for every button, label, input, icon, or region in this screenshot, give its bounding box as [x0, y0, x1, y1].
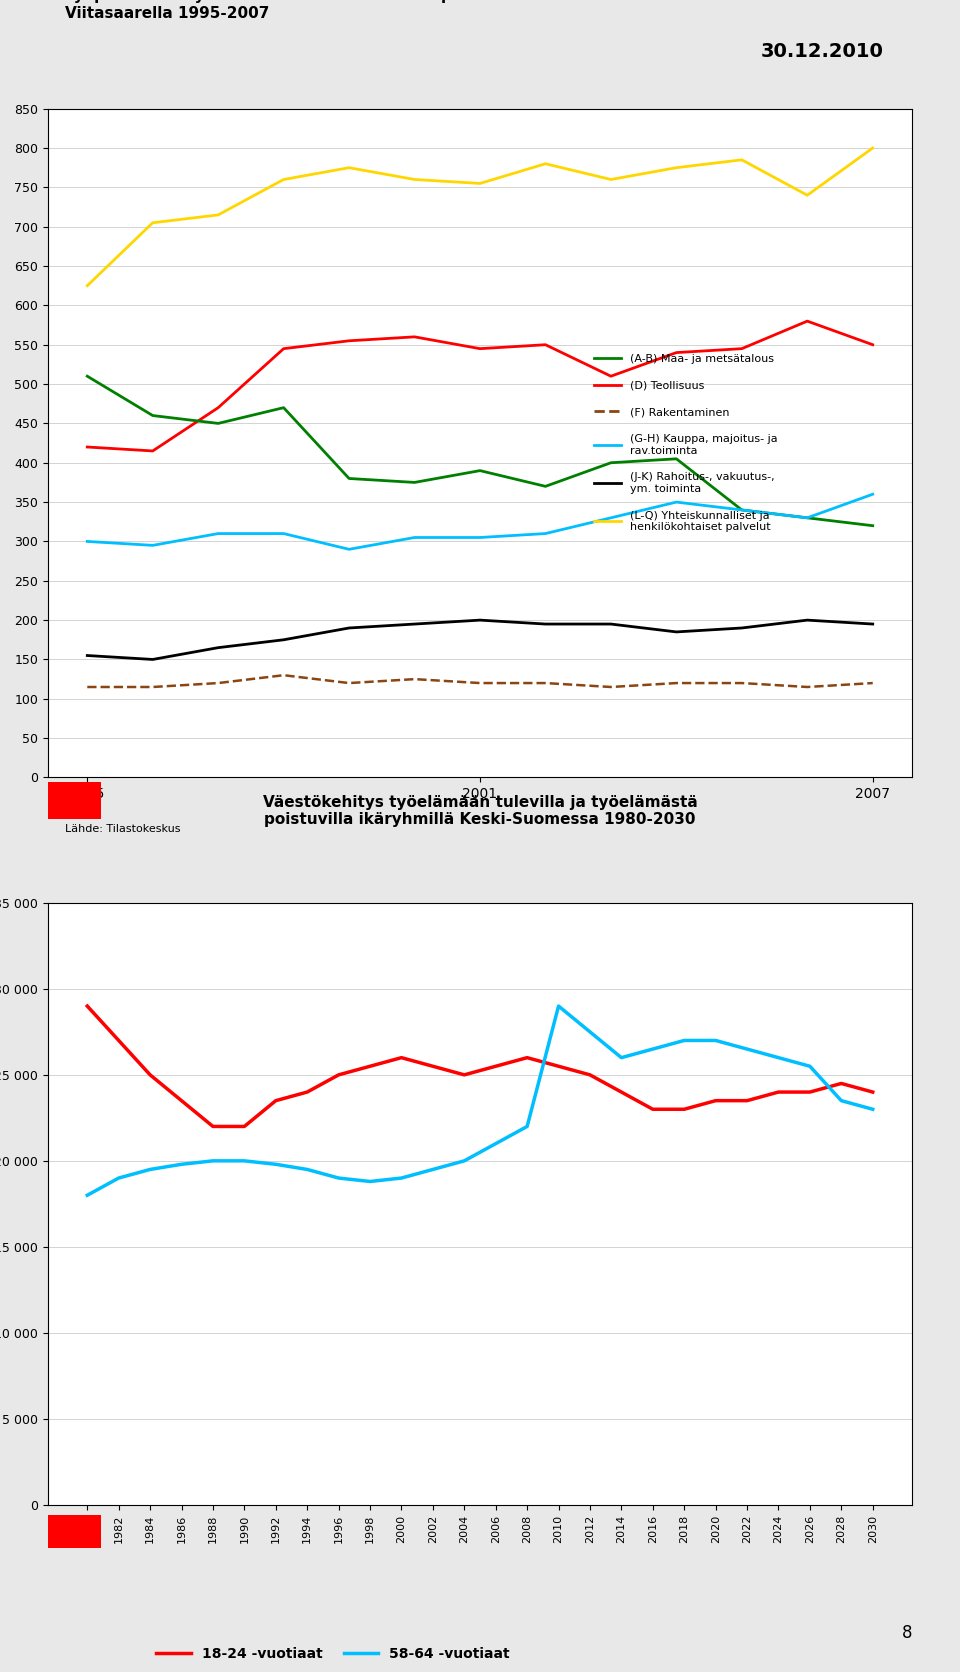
Legend: 18-24 -vuotiaat, 58-64 -vuotiaat: 18-24 -vuotiaat, 58-64 -vuotiaat: [151, 1642, 516, 1667]
Text: 30.12.2010: 30.12.2010: [760, 42, 883, 60]
Text: Työpaikkakehitys määrällisesti suurimmilla päätoimialoilla
Viitasaarella 1995-20: Työpaikkakehitys määrällisesti suurimmil…: [65, 0, 568, 20]
Text: 8: 8: [901, 1624, 912, 1642]
Text: Lähde: Tilastokeskus: Lähde: Tilastokeskus: [65, 824, 180, 834]
Text: Väestökehitys työelämään tulevilla ja työelämästä
poistuvilla ikäryhmillä Keski-: Väestökehitys työelämään tulevilla ja ty…: [263, 794, 697, 828]
Legend: (A-B) Maa- ja metsätalous, (D) Teollisuus, (F) Rakentaminen, (G-H) Kauppa, majoi: (A-B) Maa- ja metsätalous, (D) Teollisuu…: [589, 349, 782, 537]
